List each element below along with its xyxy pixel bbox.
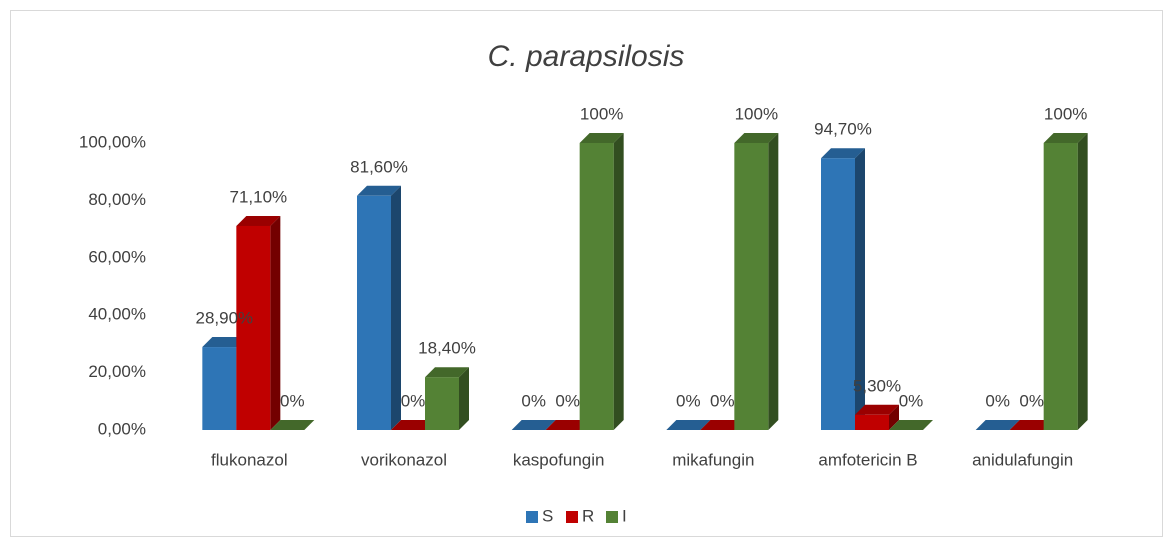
bar-top [236, 215, 281, 226]
x-tick-label: flukonazol [211, 450, 288, 469]
y-tick-label: 60,00% [88, 247, 146, 266]
bar [821, 148, 865, 430]
bar [425, 367, 469, 430]
bar-top [975, 420, 1020, 430]
legend-label: I [622, 506, 627, 525]
bar [545, 420, 590, 430]
bar-top [545, 420, 590, 430]
data-label: 100% [735, 104, 778, 123]
bar-top [821, 148, 865, 159]
y-tick-label: 100,00% [79, 132, 146, 151]
bar [511, 420, 556, 430]
bar-front [1043, 143, 1078, 430]
data-label: 0% [521, 391, 546, 410]
data-label: 81,60% [350, 157, 408, 176]
data-label: 0% [710, 391, 735, 410]
bar-top [1043, 133, 1088, 143]
x-tick-label: amfotericin B [818, 450, 917, 469]
data-label: 18,40% [418, 339, 476, 358]
bar-front [855, 414, 889, 430]
bar-side [855, 148, 865, 430]
bar-front [821, 158, 855, 430]
data-label: 0% [985, 391, 1010, 410]
bar-front [357, 195, 391, 430]
data-label: 0% [280, 391, 305, 410]
bar-top [855, 404, 899, 415]
bar [270, 420, 315, 430]
bar [236, 215, 281, 430]
bar-front [579, 143, 614, 430]
data-label: 5,30% [853, 376, 901, 395]
bar-side [613, 133, 624, 430]
bar-top [357, 185, 401, 196]
bar [889, 420, 933, 430]
bar-top [270, 420, 315, 430]
data-label: 0% [1019, 391, 1044, 410]
data-label: 0% [555, 391, 580, 410]
data-label: 28,90% [195, 309, 253, 328]
bar [855, 404, 899, 430]
bar-side [391, 185, 401, 430]
data-label: 94,70% [814, 120, 872, 139]
y-tick-label: 80,00% [88, 190, 146, 209]
x-tick-label: mikafungin [672, 450, 754, 469]
data-label: 100% [580, 104, 623, 123]
bar-front [202, 347, 237, 430]
bar [700, 420, 745, 430]
bar [666, 420, 711, 430]
bar-top [391, 420, 435, 430]
y-tick-label: 20,00% [88, 362, 146, 381]
bar-side [889, 404, 899, 430]
bar-top [1009, 420, 1054, 430]
legend-label: S [542, 506, 553, 525]
legend-swatch [566, 511, 578, 523]
bar-side [270, 215, 281, 430]
bar [975, 420, 1020, 430]
bar-front [425, 377, 459, 430]
y-tick-label: 0,00% [98, 419, 146, 438]
bar-top [666, 420, 711, 430]
bar-top [889, 420, 933, 430]
x-tick-label: anidulafungin [972, 450, 1073, 469]
data-label: 0% [899, 391, 924, 410]
bar-top [202, 337, 247, 348]
y-tick-label: 40,00% [88, 305, 146, 324]
x-tick-label: vorikonazol [361, 450, 447, 469]
bar-top [734, 133, 779, 143]
bar-side [459, 367, 469, 430]
bar-top [511, 420, 556, 430]
bar-side [1077, 133, 1088, 430]
data-label: 100% [1044, 104, 1087, 123]
chart-title: C. parapsilosis [488, 40, 685, 73]
legend-swatch [526, 511, 538, 523]
data-label: 0% [676, 391, 701, 410]
bar-top [425, 367, 469, 378]
bar-top [700, 420, 745, 430]
bar [1043, 133, 1088, 430]
bar-side [768, 133, 779, 430]
bar [357, 185, 401, 430]
bar-top [579, 133, 624, 143]
bar [579, 133, 624, 430]
bar [1009, 420, 1054, 430]
data-label: 71,10% [229, 187, 287, 206]
bar [391, 420, 435, 430]
bar-front [734, 143, 769, 430]
bar [734, 133, 779, 430]
bar-front [236, 225, 271, 430]
x-tick-label: kaspofungin [513, 450, 605, 469]
legend-swatch [606, 511, 618, 523]
data-label: 0% [401, 391, 426, 410]
legend-label: R [582, 506, 594, 525]
